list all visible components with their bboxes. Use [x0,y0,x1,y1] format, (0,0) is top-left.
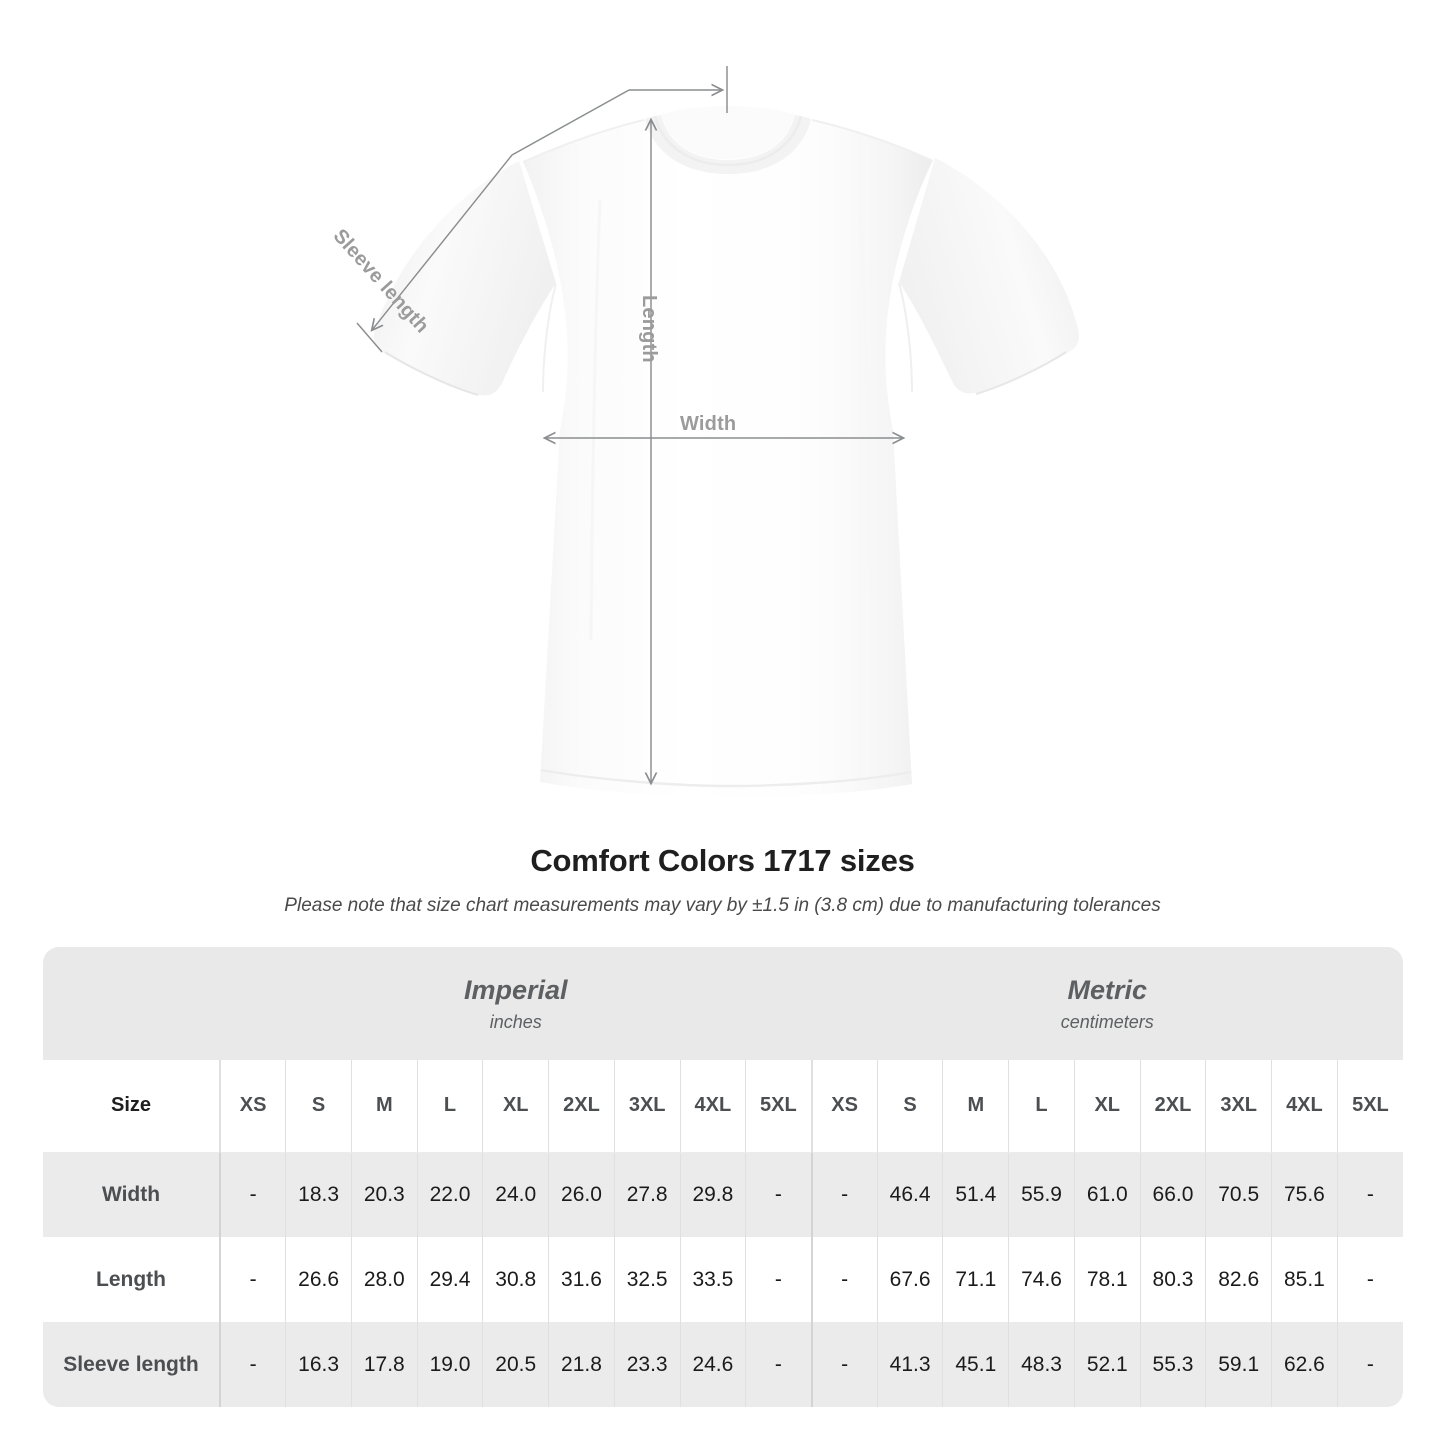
cell-sleeve-length-imperial-2xl: 21.8 [548,1322,615,1407]
size-header-imperial-xs: XS [219,1060,286,1153]
size-header-imperial-m: M [350,1060,418,1153]
cell-width-metric-3xl: 70.5 [1205,1152,1272,1237]
cell-length-imperial-l: 29.4 [416,1237,483,1322]
cell-width-imperial-2xl: 26.0 [548,1152,615,1237]
cell-sleeve-length-imperial-xs: - [219,1322,286,1407]
cell-sleeve-length-imperial-3xl: 23.3 [613,1322,681,1407]
cell-length-metric-4xl: 85.1 [1271,1237,1338,1322]
length-label: Length [638,295,660,363]
measurement-tolerance-note: Please note that size chart measurements… [284,895,1161,916]
sleeve-length-dimension [356,66,728,353]
table-row: Sleeve length -16.3 17.8 19.0 20.5 21.8 23.3 24… [43,1322,1403,1407]
size-header-metric-xs: XS [810,1060,878,1153]
row-label-width: Width [101,1182,161,1206]
size-column-header: Size [43,1060,220,1153]
cell-sleeve-length-metric-5xl: - [1336,1322,1403,1407]
size-header-imperial-xl: XL [482,1060,549,1153]
cell-sleeve-length-imperial-4xl: 24.6 [679,1322,746,1407]
unit-group-unit: centimeters [1060,1011,1154,1032]
unit-group-header-metric: Metric centimeters [812,947,1403,1060]
size-header-metric-l: L [1008,1060,1075,1153]
cell-sleeve-length-metric-3xl: 59.1 [1205,1322,1272,1407]
tshirt-shape [373,106,1079,797]
tshirt-diagram-svg [356,66,1079,797]
cell-sleeve-length-metric-m: 45.1 [942,1322,1009,1407]
size-header-metric-s: S [876,1060,943,1153]
cell-width-metric-5xl: - [1336,1152,1403,1237]
unit-group-name: Metric [1067,974,1148,1005]
cell-width-imperial-4xl: 29.8 [679,1152,746,1237]
size-header-imperial-l: L [416,1060,483,1153]
tshirt-measurement-illustration: Sleeve length Length Width [329,66,1079,797]
cell-width-metric-4xl: 75.6 [1271,1152,1338,1237]
table-row: Length -26.6 28.0 29.4 30.8 31.6 32.5 33.5- -67.… [43,1237,1403,1322]
row-label-sleeve-length: Sleeve length [63,1352,199,1376]
size-header-metric-3xl: 3XL [1205,1060,1272,1153]
cell-length-imperial-m: 28.0 [350,1237,418,1322]
row-label-length: Length [96,1267,166,1291]
cell-sleeve-length-metric-2xl: 55.3 [1139,1322,1206,1407]
cell-width-metric-xs: - [810,1152,878,1237]
unit-group-name: Imperial [463,974,568,1005]
cell-sleeve-length-imperial-xl: 20.5 [482,1322,549,1407]
cell-sleeve-length-metric-4xl: 62.6 [1271,1322,1338,1407]
cell-width-imperial-m: 20.3 [350,1152,418,1237]
width-label: Width [680,413,737,435]
cell-width-imperial-xl: 24.0 [482,1152,549,1237]
unit-group-unit: inches [489,1011,542,1032]
unit-banner-spacer [43,947,220,1060]
cell-sleeve-length-imperial-s: 16.3 [285,1322,352,1407]
cell-sleeve-length-metric-xs: - [810,1322,878,1407]
cell-sleeve-length-imperial-5xl: - [745,1322,812,1407]
cell-sleeve-length-imperial-m: 17.8 [350,1322,418,1407]
cell-length-metric-xl: 78.1 [1073,1237,1141,1322]
cell-length-imperial-s: 26.6 [285,1237,352,1322]
cell-sleeve-length-metric-s: 41.3 [876,1322,943,1407]
cell-length-metric-l: 74.6 [1008,1237,1075,1322]
size-header-imperial-4xl: 4XL [679,1060,746,1153]
cell-width-metric-l: 55.9 [1008,1152,1075,1237]
cell-length-metric-3xl: 82.6 [1205,1237,1272,1322]
cell-length-metric-2xl: 80.3 [1139,1237,1206,1322]
size-header-metric-m: M [942,1060,1009,1153]
cell-sleeve-length-metric-l: 48.3 [1008,1322,1075,1407]
size-header-imperial-3xl: 3XL [613,1060,681,1153]
cell-width-metric-2xl: 66.0 [1139,1152,1206,1237]
size-header-metric-5xl: 5XL [1336,1060,1403,1153]
cell-length-imperial-2xl: 31.6 [548,1237,615,1322]
size-header-metric-xl: XL [1073,1060,1141,1153]
size-header-imperial-2xl: 2XL [548,1060,615,1153]
cell-width-metric-m: 51.4 [942,1152,1009,1237]
cell-width-metric-s: 46.4 [876,1152,943,1237]
cell-width-imperial-l: 22.0 [416,1152,483,1237]
cell-sleeve-length-metric-xl: 52.1 [1073,1322,1141,1407]
cell-width-metric-xl: 61.0 [1073,1152,1141,1237]
cell-length-imperial-4xl: 33.5 [679,1237,746,1322]
cell-length-metric-m: 71.1 [942,1237,1009,1322]
cell-width-imperial-3xl: 27.8 [613,1152,681,1237]
cell-length-imperial-5xl: - [745,1237,812,1322]
cell-width-imperial-5xl: - [745,1152,812,1237]
size-header-imperial-s: S [285,1060,352,1153]
unit-group-header-imperial: Imperial inches [220,947,812,1060]
cell-length-imperial-xl: 30.8 [482,1237,549,1322]
table-row: Width -18.3 20.3 22.0 24.0 26.0 27.8 29.8- -46.4… [43,1152,1403,1237]
cell-length-metric-5xl: - [1336,1237,1403,1322]
cell-length-imperial-3xl: 32.5 [613,1237,681,1322]
cell-length-metric-s: 67.6 [876,1237,943,1322]
unit-banner-row: Imperial inches Metric centimeters [43,947,1403,1060]
title-block: Comfort Colors 1717 sizes Please note th… [0,840,1445,919]
cell-length-metric-xs: - [810,1237,878,1322]
cell-length-imperial-xs: - [219,1237,286,1322]
size-header-metric-4xl: 4XL [1271,1060,1338,1153]
size-header-row: Size XS S M L XL 2XL 3XL 4XL 5XL XS S M L XL 2XL 3XL 4XL 5… [43,1060,1403,1153]
size-chart-table: Imperial inches Metric centimeters Size XS S M L… [43,947,1403,1407]
cell-sleeve-length-imperial-l: 19.0 [416,1322,483,1407]
size-header-metric-2xl: 2XL [1139,1060,1206,1153]
page-title: Comfort Colors 1717 sizes [530,843,915,878]
cell-width-imperial-xs: - [219,1152,286,1237]
size-header-imperial-5xl: 5XL [745,1060,812,1153]
cell-width-imperial-s: 18.3 [285,1152,352,1237]
size-chart-table-container: Imperial inches Metric centimeters Size XS S M L… [43,947,1403,1407]
